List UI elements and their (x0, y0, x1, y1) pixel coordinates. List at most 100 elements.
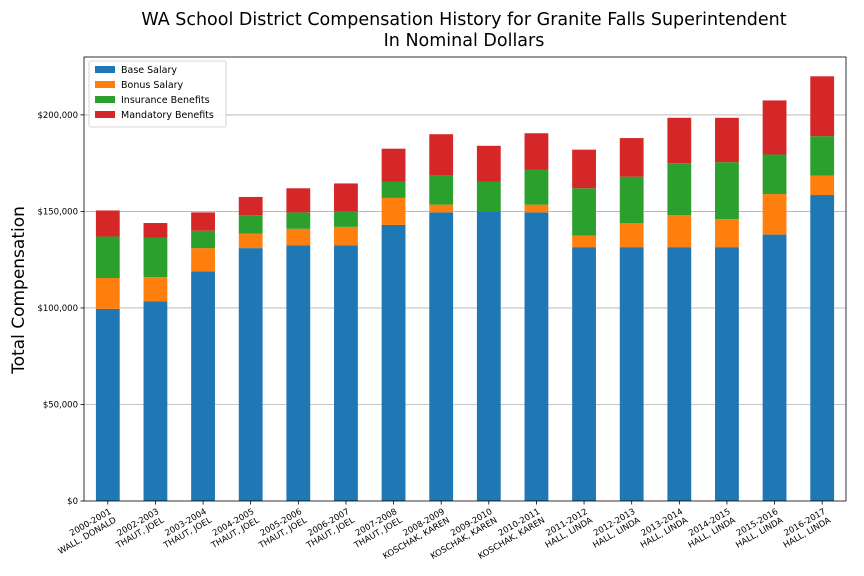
bar-segment-bonus-salary (762, 194, 787, 235)
bar-segment-mandatory-benefits (810, 76, 835, 137)
x-tick-label: 2014-2015HALL, LINDA (687, 507, 738, 551)
x-tick-label-text: 2015-2016HALL, LINDA (729, 507, 785, 551)
bar-segment-base-salary (715, 247, 739, 501)
y-tick-label: $100,000 (37, 304, 78, 314)
bar-segment-mandatory-benefits (715, 117, 739, 163)
x-tick-label-text: 2004-2005THAUT, JOEL (204, 507, 261, 552)
bar-segment-insurance-benefits (143, 237, 168, 278)
bar-segment-mandatory-benefits (238, 196, 263, 216)
bar-segment-base-salary (429, 212, 454, 501)
x-tick-label: 2000-2001WALL, DONALD (52, 507, 119, 557)
bar-segment-bonus-salary (667, 215, 692, 248)
legend-swatch (95, 66, 115, 73)
bar-segment-mandatory-benefits (762, 100, 787, 155)
bar-segment-bonus-salary (572, 235, 596, 248)
y-tick-label: $50,000 (43, 400, 78, 410)
bar-segment-insurance-benefits (524, 169, 549, 205)
bar-segment-mandatory-benefits (191, 212, 215, 231)
x-tick-label-text: 2006-2007THAUT, JOEL (299, 507, 356, 552)
bar-segment-bonus-salary (715, 219, 739, 248)
bar-segment-insurance-benefits (334, 211, 358, 227)
y-axis-label: Total Compensation (9, 206, 29, 375)
bar-segment-insurance-benefits (619, 176, 644, 224)
x-tick-label-text: 2011-2012HALL, LINDA (539, 507, 595, 551)
x-tick-label: 2015-2016HALL, LINDA (729, 507, 785, 551)
bar-segment-insurance-benefits (238, 215, 263, 234)
x-tick-label: 2013-2014HALL, LINDA (634, 507, 690, 551)
bar-segment-mandatory-benefits (524, 133, 549, 170)
bar-segment-mandatory-benefits (572, 149, 596, 189)
x-tick-label: 2002-2003THAUT, JOEL (109, 507, 166, 552)
bar-segment-base-salary (286, 245, 311, 501)
x-tick-label: 2004-2005THAUT, JOEL (204, 507, 261, 552)
bar-segment-mandatory-benefits (286, 188, 311, 213)
bar-segment-mandatory-benefits (381, 148, 406, 182)
x-tick-label: 2006-2007THAUT, JOEL (299, 507, 356, 552)
bar-segment-insurance-benefits (286, 212, 311, 229)
bar-segment-mandatory-benefits (143, 223, 168, 238)
legend-label: Bonus Salary (121, 80, 184, 91)
x-tick-label-text: 2012-2013HALL, LINDA (586, 507, 642, 551)
plot-frame (83, 56, 847, 502)
bar-segment-base-salary (667, 247, 692, 501)
y-tick-label: $200,000 (37, 111, 78, 121)
x-tick-label-text: 2013-2014HALL, LINDA (634, 507, 690, 551)
legend-swatch (95, 111, 115, 118)
bar-segment-base-salary (810, 195, 835, 501)
x-tick-label: 2003-2004THAUT, JOEL (156, 507, 213, 552)
legend-swatch (95, 96, 115, 103)
y-tick-label: $150,000 (37, 207, 78, 217)
x-tick-label-text: 2003-2004THAUT, JOEL (156, 507, 213, 552)
x-tick-label-text: 2000-2001WALL, DONALD (52, 507, 119, 557)
bar-segment-base-salary (143, 301, 168, 501)
bar-segment-bonus-salary (381, 197, 406, 225)
bar-segment-bonus-salary (191, 248, 215, 272)
bar-segment-mandatory-benefits (476, 145, 501, 182)
bar-segment-insurance-benefits (667, 163, 692, 216)
bar-segment-insurance-benefits (381, 181, 406, 198)
bar-segment-bonus-salary (429, 204, 454, 213)
bar-segment-insurance-benefits (572, 188, 596, 236)
bars (95, 76, 835, 502)
bar-segment-bonus-salary (286, 228, 311, 246)
bar-segment-insurance-benefits (191, 230, 215, 249)
bar-segment-bonus-salary (619, 223, 644, 248)
legend-swatch (95, 81, 115, 88)
legend: Base Salary Bonus Salary Insurance Benefit… (88, 60, 227, 128)
bar-segment-base-salary (476, 211, 501, 501)
bar-segment-mandatory-benefits (334, 183, 358, 212)
bar-segment-insurance-benefits (762, 154, 787, 195)
bar-segment-base-salary (524, 212, 549, 501)
bar-segment-bonus-salary (810, 175, 835, 196)
x-tick-label: 2005-2006THAUT, JOEL (252, 507, 309, 552)
bar-segment-base-salary (572, 247, 596, 501)
y-tick-label: $0 (67, 497, 78, 507)
x-tick-label: 2016-2017HALL, LINDA (777, 507, 833, 551)
bar-segment-bonus-salary (95, 278, 120, 309)
bar-segment-bonus-salary (334, 226, 358, 246)
bar-segment-base-salary (619, 247, 644, 501)
legend-label: Base Salary (121, 65, 177, 76)
bar-segment-insurance-benefits (810, 136, 835, 176)
x-tick-label: 2011-2012HALL, LINDA (539, 507, 595, 551)
bar-segment-base-salary (381, 224, 406, 502)
chart-title: WA School District Compensation History … (141, 10, 786, 30)
bar-segment-base-salary (95, 308, 120, 501)
legend-box (88, 60, 227, 128)
x-tick-label-text: 2002-2003THAUT, JOEL (109, 507, 166, 552)
bar-segment-mandatory-benefits (95, 210, 120, 237)
bar-segment-base-salary (191, 271, 215, 501)
chart-subtitle: In Nominal Dollars (384, 31, 545, 51)
bar-segment-bonus-salary (524, 204, 549, 213)
legend-label: Insurance Benefits (121, 95, 210, 106)
legend-label: Mandatory Benefits (121, 110, 214, 121)
x-tick-label-text: 2005-2006THAUT, JOEL (252, 507, 309, 552)
bar-segment-base-salary (334, 245, 358, 501)
bar-segment-bonus-salary (238, 233, 263, 249)
x-tick-label-text: 2016-2017HALL, LINDA (777, 507, 833, 551)
bar-segment-insurance-benefits (476, 181, 501, 212)
bar-segment-base-salary (238, 248, 263, 501)
bar-segment-bonus-salary (143, 277, 168, 302)
bar-segment-mandatory-benefits (667, 117, 692, 164)
